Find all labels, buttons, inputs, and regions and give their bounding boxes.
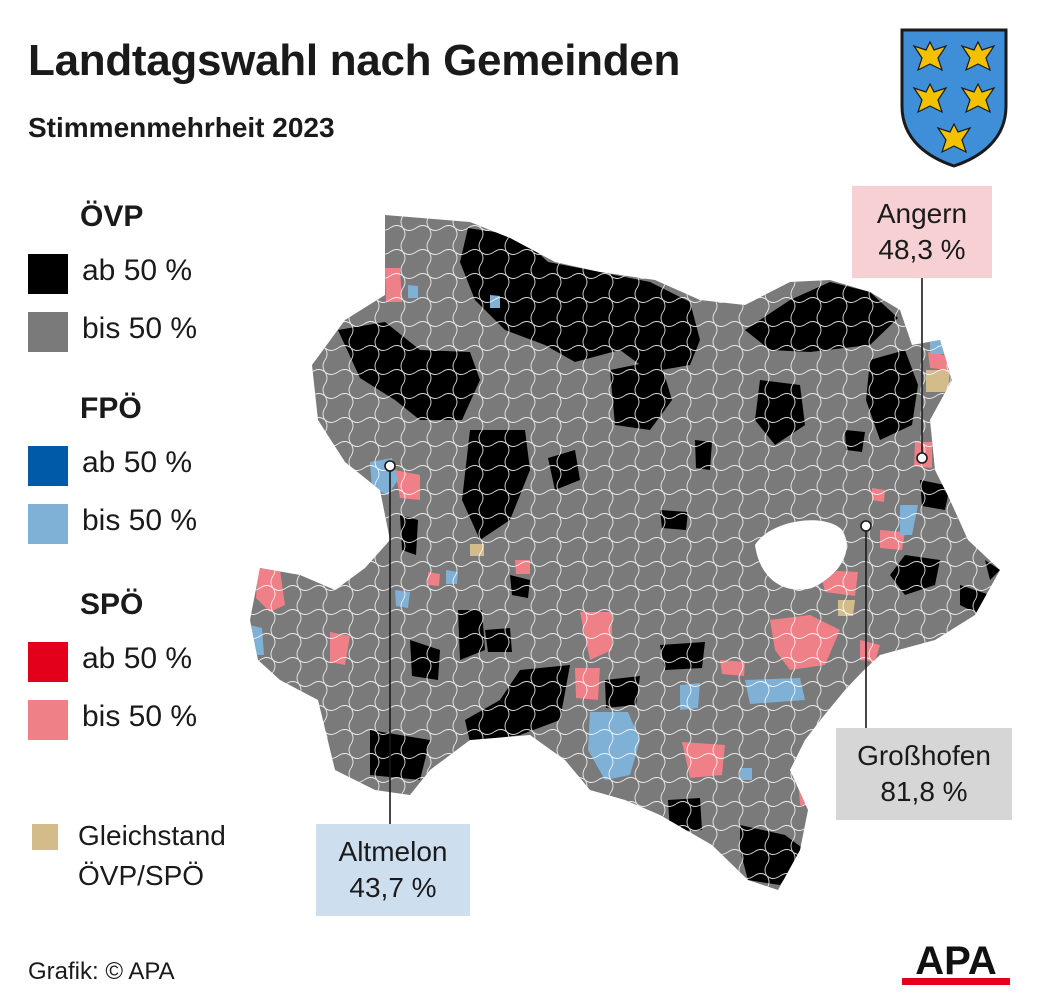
- legend-label-fpoe-bis50: bis 50 %: [82, 504, 198, 537]
- coat-of-arms-icon: [900, 28, 1008, 168]
- callout-leader-lines: [389, 278, 923, 824]
- legend-label-oevp-bis50: bis 50 %: [82, 312, 198, 345]
- legend-label-spoe-ab50: ab 50 %: [82, 642, 193, 675]
- marker-angern: [916, 452, 928, 464]
- callout-altmelon-value: 43,7 %: [349, 872, 437, 903]
- apa-logo-text: APA: [915, 939, 996, 983]
- legend-label-tie-line1: Gleichstand: [78, 820, 226, 851]
- legend-swatch-oevp-ab50: [28, 254, 68, 294]
- callout-altmelon-name: Altmelon: [338, 836, 448, 867]
- legend-swatch-spoe-ab50: [28, 642, 68, 682]
- callout-angern-name: Angern: [876, 198, 968, 229]
- marker-altmelon: [384, 460, 396, 472]
- legend-party-spoe: SPÖ: [80, 588, 144, 621]
- legend-swatch-fpoe-bis50: [28, 504, 68, 544]
- legend-label-fpoe-ab50: ab 50 %: [82, 446, 193, 479]
- callout-angern: Angern 48,3 %: [852, 186, 992, 278]
- callout-altmelon: Altmelon 43,7 %: [316, 824, 470, 916]
- legend-party-oevp: ÖVP: [80, 200, 144, 233]
- legend-swatch-spoe-bis50: [28, 700, 68, 740]
- legend-party-fpoe: FPÖ: [80, 392, 142, 425]
- page-title: Landtagswahl nach Gemeinden: [28, 36, 681, 85]
- legend-label-oevp-ab50: ab 50 %: [82, 254, 193, 287]
- callout-grosshofen: Großhofen 81,8 %: [836, 728, 1012, 820]
- page-subtitle: Stimmenmehrheit 2023: [28, 112, 335, 143]
- callout-grosshofen-name: Großhofen: [857, 740, 991, 771]
- legend-label-tie-line2: ÖVP/SPÖ: [78, 860, 205, 891]
- legend-swatch-tie: [32, 824, 58, 850]
- callout-grosshofen-value: 81,8 %: [880, 776, 968, 807]
- legend-swatch-fpoe-ab50: [28, 446, 68, 486]
- apa-logo: APA: [902, 939, 1010, 985]
- legend-label-spoe-bis50: bis 50 %: [82, 700, 198, 733]
- callout-angern-value: 48,3 %: [878, 234, 966, 265]
- credit-text: Grafik: © APA: [28, 958, 175, 985]
- legend-swatch-oevp-bis50: [28, 312, 68, 352]
- marker-grosshofen: [860, 520, 872, 532]
